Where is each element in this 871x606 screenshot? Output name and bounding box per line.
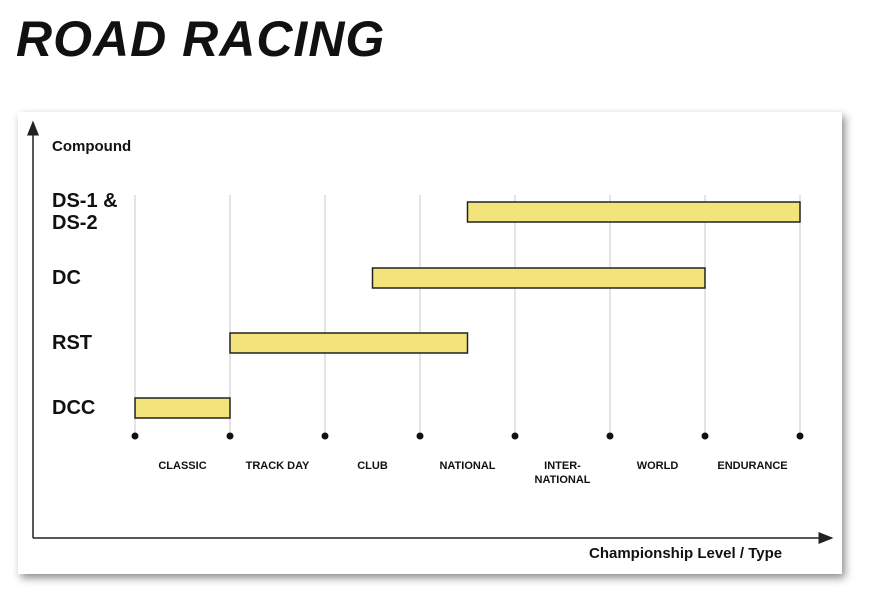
x-category-label: INTER-NATIONAL [534, 460, 591, 486]
x-category-label: CLUB [357, 460, 388, 472]
y-category-label: RST [52, 332, 92, 354]
tick-dot [416, 432, 424, 440]
range-bar [371, 267, 706, 289]
x-category-label: CLASSIC [158, 460, 207, 472]
range-bar [134, 397, 231, 419]
x-category-label: TRACK DAY [245, 460, 310, 472]
tick-dot [226, 432, 234, 440]
y-category-label: DC [52, 267, 81, 289]
chart-title: ROAD RACING [16, 11, 386, 67]
tick-dot [606, 432, 614, 440]
tick-dot [131, 432, 139, 440]
y-axis-label: Compound [52, 138, 132, 155]
range-bar [466, 201, 801, 223]
range-bar [229, 332, 469, 354]
y-category-label: DCC [52, 397, 96, 419]
tick-dot [796, 432, 804, 440]
x-axis-label: Championship Level / Type [589, 545, 783, 562]
x-category-label: WORLD [636, 460, 679, 472]
tick-dot [701, 432, 709, 440]
y-category-label: DS-1 & DS-2 [52, 190, 118, 234]
tick-dot [321, 432, 329, 440]
x-category-label: ENDURANCE [717, 460, 788, 472]
tick-dot [511, 432, 519, 440]
x-category-label: NATIONAL [439, 460, 496, 472]
